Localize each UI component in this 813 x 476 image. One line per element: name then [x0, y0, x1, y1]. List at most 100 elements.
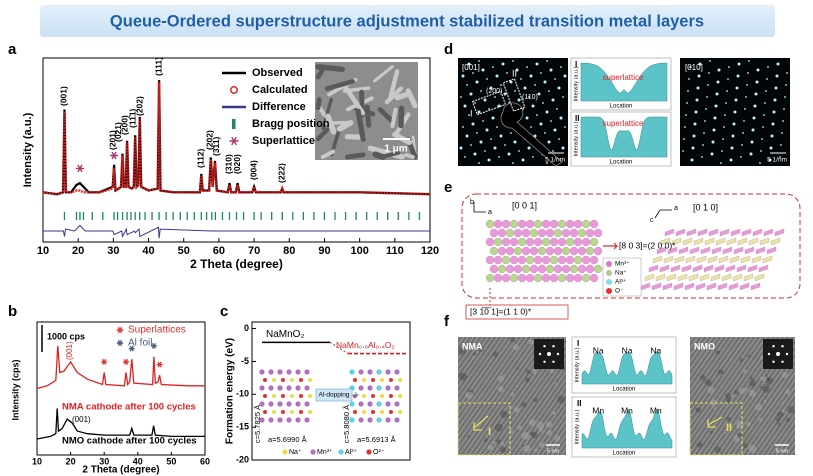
atom: [549, 237, 559, 247]
tem-noise: [746, 421, 751, 427]
diffraction-spot: [749, 152, 753, 156]
atom-row: [693, 237, 704, 246]
tem-noise: [699, 374, 706, 381]
atom-row: [644, 273, 655, 282]
y-axis-title: Formation energy (eV): [225, 338, 236, 444]
atom: [581, 219, 591, 229]
atom: [295, 417, 301, 423]
diffraction-spot: [766, 78, 768, 80]
diffraction-spot: [460, 96, 462, 98]
tem-noise: [725, 398, 731, 404]
axis-label: c: [650, 217, 654, 224]
tem-noise: [781, 409, 786, 413]
atom-row: [722, 246, 733, 255]
axis-label: a: [488, 209, 492, 216]
axis-label: a: [674, 205, 678, 212]
diffraction-spot: [517, 98, 521, 102]
profile-ylabel: Intensity (a.u.): [573, 66, 579, 101]
atom-row: [704, 237, 715, 246]
tem-noise: [786, 417, 791, 423]
fft-spot: [552, 345, 555, 348]
tem-noise: [749, 376, 754, 380]
star-marker: [156, 361, 163, 368]
spot-label: II: [512, 68, 517, 78]
atom: [290, 394, 294, 398]
fft-spot: [552, 360, 555, 363]
tem-noise: [500, 441, 505, 446]
tem-noise: [747, 354, 751, 358]
atom: [394, 385, 400, 391]
atom: [573, 219, 583, 229]
diffraction-spot: [702, 144, 704, 146]
x-axis-title: 2 Theta (degree): [190, 257, 283, 271]
x-tick-label: 80: [283, 245, 295, 257]
tem-noise: [497, 386, 504, 393]
diffraction-spot: [468, 114, 470, 116]
atom: [358, 401, 364, 407]
diffraction-spot: [732, 122, 736, 126]
atom: [537, 246, 547, 256]
atom-row: [685, 255, 696, 264]
atom: [493, 255, 503, 265]
diffraction-spot: [483, 98, 487, 102]
atom: [593, 264, 603, 274]
atom-row: [763, 228, 774, 237]
atom: [281, 410, 285, 414]
diffraction-spot: [684, 126, 686, 128]
series-line: [42, 81, 431, 196]
diffraction-spot: [701, 156, 703, 158]
tem-noise: [521, 402, 527, 408]
diffraction-spot: [711, 140, 715, 144]
atom: [585, 228, 595, 238]
legend-swatch: [282, 449, 288, 455]
atom: [281, 394, 285, 398]
peak-label: (001): [59, 86, 69, 106]
diffraction-spot: [726, 90, 728, 92]
diffraction-spot: [521, 158, 525, 162]
x-tick-label: 110: [386, 245, 404, 257]
atom-row: [677, 273, 688, 282]
diffraction-spot: [498, 156, 500, 158]
profile-fill: [580, 116, 668, 158]
atom: [358, 417, 364, 423]
axis-label: b: [470, 199, 474, 206]
profile-id: II: [575, 114, 579, 123]
atom: [569, 228, 579, 238]
diffraction-spot: [478, 162, 480, 164]
atom: [263, 378, 267, 382]
sem-rod: [315, 127, 330, 142]
legend-label: Observed: [252, 67, 303, 79]
diffraction-spot: [744, 108, 746, 110]
diffraction-spot: [762, 126, 764, 128]
diffraction-spot: [728, 66, 730, 68]
atom: [581, 255, 591, 265]
diffraction-spot: [486, 78, 488, 80]
zoom-box: [689, 402, 743, 456]
peak-name: Mn: [621, 405, 633, 415]
tem-noise: [546, 421, 553, 428]
diffraction-spot: [476, 132, 478, 134]
diffraction-spot: [721, 150, 723, 152]
atom: [541, 273, 551, 283]
diffraction-spot: [725, 102, 727, 104]
diffraction-spot: [540, 72, 542, 74]
atom-row: [744, 246, 755, 255]
atom: [525, 273, 535, 283]
diffraction-spot: [564, 126, 566, 128]
atom: [513, 246, 523, 256]
tem-noise: [546, 430, 553, 436]
atom-row: [741, 228, 752, 237]
diffraction-spot: [764, 102, 766, 104]
legend-label: Na⁺: [615, 270, 627, 277]
atom: [581, 273, 591, 283]
diffraction-spot: [473, 152, 477, 156]
atom: [533, 237, 543, 247]
atom-row: [719, 228, 730, 237]
diffraction-spot: [543, 80, 547, 84]
star-marker: [75, 164, 84, 173]
zone-label: [0 1 0]: [693, 202, 718, 212]
atom: [525, 237, 535, 247]
diffraction-spot: [745, 96, 747, 98]
atom: [529, 228, 539, 238]
atom: [585, 264, 595, 274]
